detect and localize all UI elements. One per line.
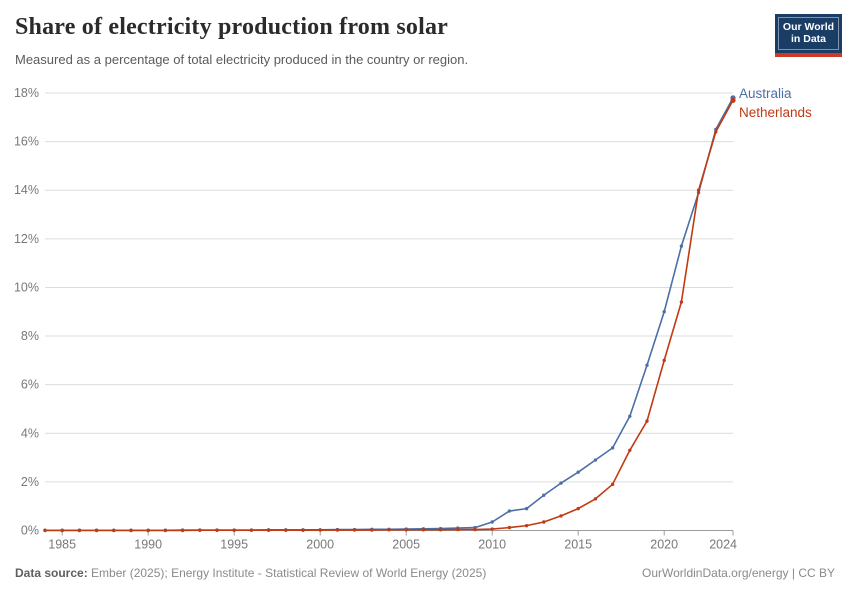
data-point	[473, 527, 477, 532]
data-point	[559, 481, 563, 485]
data-source-label: Data source:	[15, 566, 88, 580]
y-tick-label: 14%	[14, 183, 39, 197]
data-point	[524, 523, 529, 528]
y-tick-label: 6%	[21, 378, 39, 392]
chart-footer: Data source: Ember (2025); Energy Instit…	[15, 566, 835, 580]
data-point	[370, 528, 374, 532]
data-point	[542, 493, 546, 497]
x-tick-label: 2010	[478, 538, 506, 552]
data-point	[284, 528, 288, 532]
owid-logo-line1: Our World	[782, 21, 835, 33]
data-point	[696, 188, 701, 192]
australia-series	[43, 95, 736, 532]
x-tick-label: 2020	[650, 538, 678, 552]
data-point	[628, 414, 632, 418]
data-point	[610, 446, 615, 450]
data-point	[163, 528, 168, 533]
data-point	[301, 528, 305, 532]
series-label-australia[interactable]: Australia	[739, 86, 792, 101]
data-point	[610, 482, 615, 487]
netherlands-series	[43, 97, 736, 533]
data-point	[490, 527, 494, 531]
y-tick-label: 0%	[21, 524, 39, 538]
data-point	[421, 528, 426, 532]
data-source-line: Data source: Ember (2025); Energy Instit…	[15, 566, 486, 580]
data-point	[507, 509, 512, 513]
data-point	[507, 525, 512, 530]
data-point	[335, 528, 340, 532]
data-point	[94, 528, 99, 533]
y-tick-label: 10%	[14, 280, 39, 294]
data-point	[198, 528, 202, 532]
page-title: Share of electricity production from sol…	[15, 14, 448, 40]
data-point	[266, 528, 271, 532]
data-point	[662, 358, 666, 363]
data-point	[593, 458, 598, 462]
data-point	[215, 528, 219, 532]
x-tick-label: 1995	[220, 538, 248, 552]
data-point	[679, 244, 684, 248]
data-point	[318, 528, 322, 532]
data-point	[524, 506, 529, 511]
y-tick-label: 2%	[21, 475, 39, 489]
series-end-labels: Australia Netherlands	[739, 86, 812, 120]
x-tick-label: 2015	[564, 538, 592, 552]
data-point	[559, 514, 563, 518]
data-point	[645, 419, 649, 423]
data-series	[43, 95, 736, 533]
data-point	[180, 528, 185, 533]
data-point	[249, 528, 254, 532]
data-point	[542, 520, 546, 524]
data-point	[232, 528, 236, 532]
owid-logo-box: Our World in Data	[775, 14, 842, 57]
data-point	[146, 528, 150, 533]
data-point	[352, 528, 357, 532]
data-point	[60, 528, 64, 533]
y-tick-label: 12%	[14, 232, 39, 246]
data-point	[730, 97, 736, 103]
data-point	[662, 310, 666, 314]
owid-logo[interactable]: Our World in Data	[775, 14, 842, 57]
data-source-text: Ember (2025); Energy Institute - Statist…	[87, 566, 487, 580]
data-point	[43, 528, 47, 533]
y-tick-label: 18%	[14, 86, 39, 100]
owid-logo-line2: in Data	[790, 33, 826, 45]
data-point	[679, 300, 684, 304]
x-tick-label: 1985	[48, 538, 76, 552]
x-tick-label: 1990	[134, 538, 162, 552]
data-point	[714, 130, 718, 134]
gridlines	[45, 92, 733, 531]
data-point	[456, 527, 460, 532]
data-point	[490, 520, 494, 524]
x-tick-label: 2005	[392, 538, 420, 552]
data-point	[576, 506, 580, 511]
owid-footer-link[interactable]: OurWorldinData.org/energy | CC BY	[642, 566, 835, 580]
data-point	[576, 470, 580, 474]
y-axis-tick-labels: 0% 2% 4% 6% 8% 10% 12% 14% 16% 18%	[14, 86, 39, 538]
x-tick-label: 2000	[306, 538, 334, 552]
data-point	[129, 528, 133, 533]
x-axis: 1985 1990 1995 2000 2005 2010 2015 2020 2024	[48, 530, 737, 552]
australia-line	[45, 97, 734, 532]
netherlands-line	[45, 99, 734, 532]
x-tick-label: 2024	[709, 538, 737, 552]
y-tick-label: 8%	[21, 329, 39, 343]
data-point	[438, 528, 443, 532]
data-point	[112, 528, 116, 533]
data-point	[628, 448, 632, 452]
page-subtitle: Measured as a percentage of total electr…	[15, 52, 469, 67]
data-point	[593, 497, 598, 501]
series-label-netherlands[interactable]: Netherlands	[739, 105, 812, 120]
y-tick-label: 16%	[14, 135, 39, 149]
data-point	[404, 528, 408, 532]
data-point	[387, 528, 391, 532]
owid-logo-text: Our World in Data	[778, 17, 839, 50]
y-tick-label: 4%	[21, 426, 39, 440]
data-point	[645, 363, 649, 367]
data-point	[77, 528, 82, 533]
